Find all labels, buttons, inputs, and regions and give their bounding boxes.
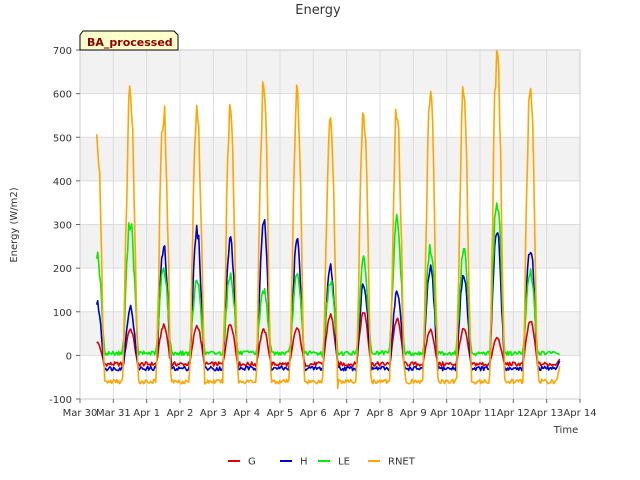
x-tick-label: Apr 12 [497, 408, 530, 419]
grid-band [80, 224, 580, 269]
grid-band [80, 311, 580, 356]
series-line-LE [95, 202, 560, 359]
y-tick-label: 100 [53, 308, 72, 319]
x-tick-label: Apr 13 [530, 408, 563, 419]
grid-band [80, 268, 580, 312]
legend-label-G: G [248, 457, 256, 468]
y-axis: -100 0 100 200 300 400 500 600 700 [49, 46, 80, 406]
x-axis-label: Time [553, 425, 578, 436]
x-tick-label: Apr 11 [463, 408, 496, 419]
x-tick-label: Apr 4 [233, 408, 260, 419]
y-tick-label: 700 [53, 46, 72, 57]
x-tick-label: Apr 7 [333, 408, 360, 419]
x-tick-label: Apr 3 [200, 408, 227, 419]
y-tick-label: 500 [53, 133, 72, 144]
legend-label-RNET: RNET [388, 457, 416, 468]
y-tick-label: 200 [53, 264, 72, 275]
x-tick-label: Apr 2 [167, 408, 194, 419]
chart-title: Energy [295, 3, 341, 18]
y-tick-label: 600 [53, 90, 72, 101]
y-tick-label: 300 [53, 221, 72, 232]
series-line-RNET [95, 49, 561, 390]
x-tick-label: Apr 5 [267, 408, 294, 419]
x-tick-label: Apr 9 [400, 408, 427, 419]
grid-band [80, 93, 580, 138]
grid-band [80, 137, 580, 181]
grid-band [80, 50, 580, 94]
series-line-H [95, 219, 561, 372]
x-tick-label: Apr 10 [430, 408, 463, 419]
legend-label-LE: LE [338, 457, 350, 468]
y-tick-label: 0 [66, 351, 72, 362]
x-tick-label: Apr 1 [133, 408, 160, 419]
y-axis-label: Energy (W/m2) [9, 187, 20, 262]
series-lines [95, 49, 561, 390]
badge: BA_processed [79, 30, 179, 51]
x-tick-label: Apr 6 [300, 408, 327, 419]
grid-band [80, 180, 580, 225]
x-tick-label: Mar 31 [96, 408, 131, 419]
legend: G H LE RNET [228, 457, 416, 468]
y-tick-label: 400 [53, 177, 72, 188]
y-tick-label: -100 [49, 395, 72, 406]
series-line-G [96, 311, 561, 368]
legend-label-H: H [300, 457, 308, 468]
badge-label: BA_processed [87, 36, 173, 49]
x-tick-label: Apr 8 [367, 408, 394, 419]
x-tick-label: Mar 30 [63, 408, 98, 419]
plot-background [80, 50, 580, 399]
grid-band [80, 355, 580, 399]
x-tick-label: Apr 14 [563, 408, 596, 419]
